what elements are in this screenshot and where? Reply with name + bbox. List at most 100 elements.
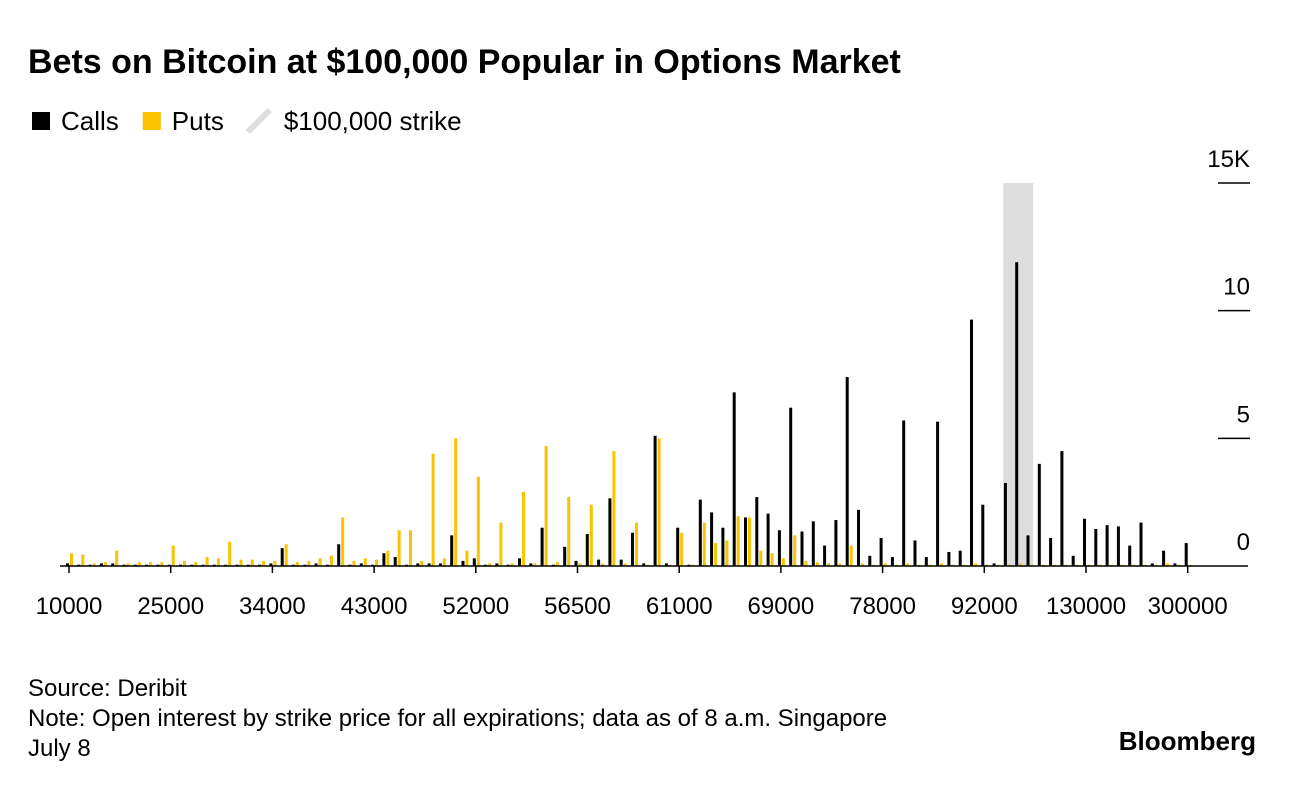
bar [857, 509, 860, 566]
bar [183, 560, 186, 566]
bar [574, 560, 578, 566]
bar [970, 319, 973, 566]
bar [540, 527, 544, 566]
bar [664, 563, 668, 566]
bar [589, 504, 593, 566]
bar [789, 407, 793, 566]
bar [879, 537, 883, 566]
bar [597, 559, 601, 566]
bar [676, 527, 680, 566]
bar [759, 550, 763, 566]
y-tick-label: 10 [1223, 274, 1250, 301]
bar [744, 517, 747, 566]
bar [710, 512, 714, 566]
bar [698, 499, 702, 566]
source: Source: Deribit [28, 675, 187, 702]
bar [748, 517, 751, 566]
brand: Bloomberg [1119, 726, 1256, 756]
bar [352, 560, 356, 566]
bar [194, 562, 198, 566]
bar [947, 551, 951, 566]
bar [861, 563, 864, 566]
bar [171, 545, 175, 566]
bar [70, 553, 73, 566]
bar [337, 544, 341, 566]
bar [341, 517, 345, 566]
bar [811, 521, 815, 566]
bar [770, 553, 774, 566]
bar [714, 543, 718, 566]
x-tick-label: 92000 [951, 593, 1018, 620]
bar [601, 563, 605, 566]
bar [680, 532, 684, 566]
x-tick-label: 34000 [239, 593, 306, 620]
bar [766, 513, 770, 566]
bar [1184, 543, 1188, 566]
bar [382, 553, 386, 566]
bar [992, 563, 996, 566]
bar [1166, 563, 1170, 566]
bar [1060, 451, 1064, 566]
bar [1139, 522, 1143, 566]
bar [307, 560, 311, 566]
bar [262, 560, 266, 566]
bar [635, 522, 638, 566]
bar [823, 545, 827, 566]
bar [1162, 550, 1166, 566]
bar [239, 559, 243, 566]
bar [499, 522, 503, 566]
bar [940, 563, 944, 566]
bar [450, 535, 454, 566]
bar [924, 557, 928, 566]
bar [913, 540, 917, 566]
bar [555, 562, 559, 566]
legend-swatch [32, 112, 50, 130]
bar [732, 392, 736, 566]
bar [793, 535, 797, 566]
bar [1116, 526, 1120, 566]
bar [533, 563, 537, 566]
bar [111, 563, 115, 566]
bar [472, 558, 476, 566]
bar [427, 563, 431, 566]
bar [160, 562, 164, 566]
bar [981, 504, 985, 566]
bar [563, 546, 567, 566]
x-tick-label: 130000 [1046, 593, 1126, 620]
bar [845, 377, 849, 566]
bar [465, 550, 469, 566]
bar [567, 497, 571, 566]
bar [544, 445, 548, 566]
bar [631, 532, 634, 566]
x-tick-label: 10000 [36, 593, 103, 620]
bar [250, 559, 254, 566]
y-tick-label: 0 [1237, 529, 1250, 556]
x-tick-label: 69000 [748, 593, 815, 620]
bar [725, 540, 729, 566]
bar [1019, 563, 1023, 566]
bar [363, 558, 367, 566]
legend-label: Calls [61, 106, 119, 136]
legend-label: Puts [172, 106, 224, 136]
x-tick-label: 25000 [137, 593, 204, 620]
bar [1049, 537, 1053, 566]
x-tick-label: 43000 [341, 593, 408, 620]
bar [126, 563, 130, 566]
bar [883, 563, 887, 566]
bar [461, 560, 465, 566]
bar [314, 563, 318, 566]
bar [834, 520, 838, 566]
bar [397, 530, 401, 566]
bar [359, 563, 363, 566]
bar [522, 491, 525, 566]
bar [518, 558, 521, 566]
legend-swatch [245, 107, 272, 135]
bar [386, 550, 390, 566]
x-tick-label: 300000 [1148, 593, 1228, 620]
bar [736, 516, 740, 566]
bar [608, 498, 612, 566]
bar [329, 555, 333, 566]
chart-title: Bets on Bitcoin at $100,000 Popular in O… [28, 43, 901, 81]
legend-label: $100,000 strike [284, 106, 462, 136]
